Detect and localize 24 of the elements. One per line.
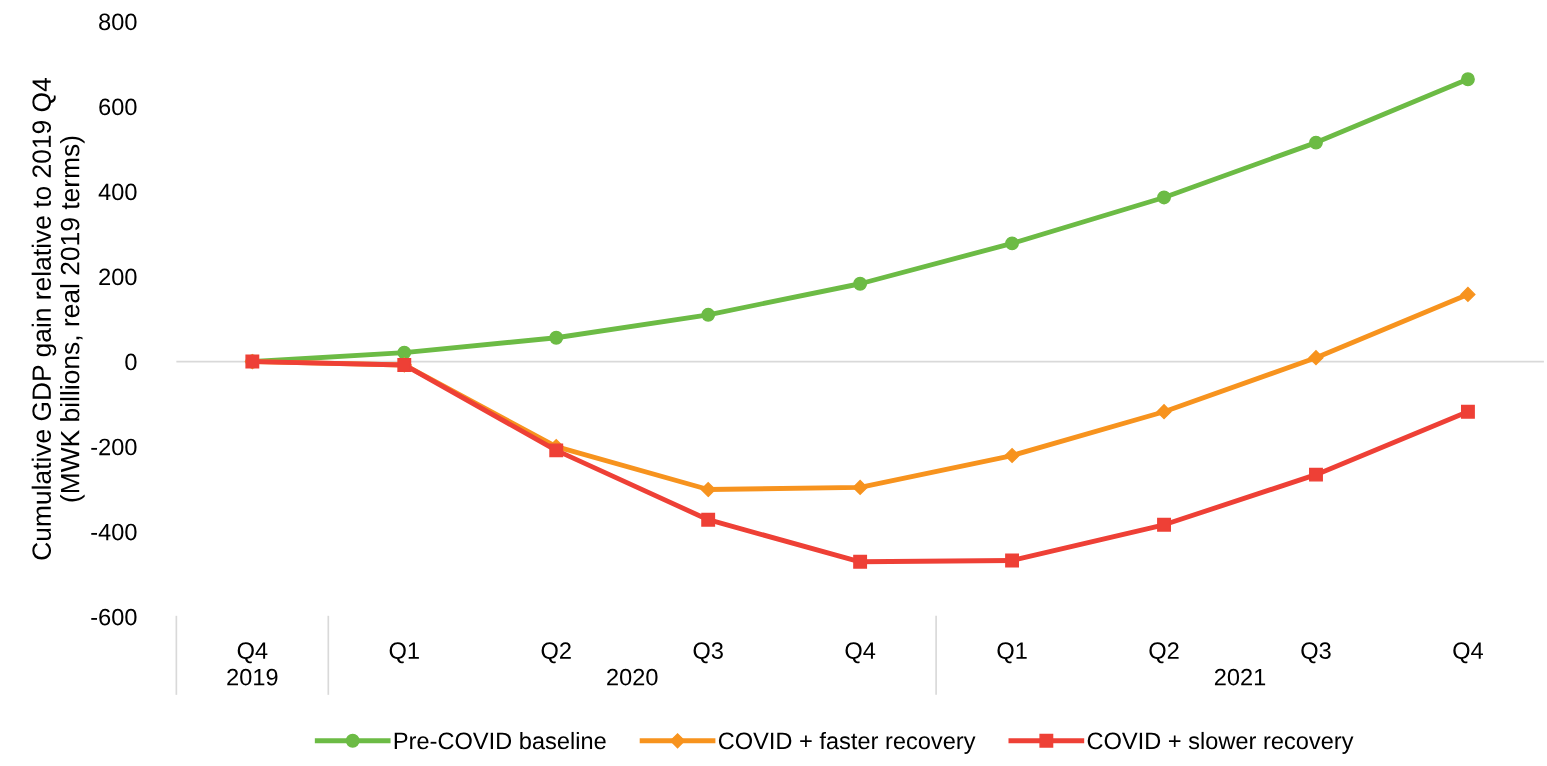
x-tick-label: Q4 — [845, 642, 876, 664]
legend-label: COVID + slower recovery — [1087, 731, 1354, 754]
y-tick-label: 400 — [98, 183, 137, 201]
x-tick-label: Q2 — [1149, 642, 1179, 664]
text: 2019 — [227, 668, 278, 686]
y-tick-label: -400 — [91, 523, 137, 541]
y-tick-label: 0 — [125, 353, 137, 371]
x-tick-label: Q4 — [1453, 642, 1483, 664]
text: 2020 — [607, 668, 658, 686]
y-tick-label: 800 — [99, 13, 137, 31]
x-tick-label: Q1 — [389, 642, 419, 664]
y-tick-label: 600 — [99, 98, 137, 116]
text: 2021 — [1214, 668, 1266, 686]
y-tick-label: -600 — [91, 608, 137, 626]
x-tick-label: Q4 — [237, 642, 268, 664]
legend-label: Pre-COVID baseline — [394, 731, 606, 750]
x-tick-label: Q3 — [1301, 642, 1331, 664]
x-tick-label: Q2 — [541, 642, 571, 664]
legend-label: COVID + faster recovery — [718, 731, 976, 754]
y-tick-label: -200 — [91, 438, 137, 456]
x-tick-label: Q3 — [693, 642, 723, 664]
y-axis-title: Cumulative GDP gain relative to 2019 Q4 (MWK billions, real 2019 terms) — [31, 78, 85, 560]
y-tick-label: 200 — [99, 268, 137, 286]
x-tick-label: Q1 — [997, 642, 1027, 664]
